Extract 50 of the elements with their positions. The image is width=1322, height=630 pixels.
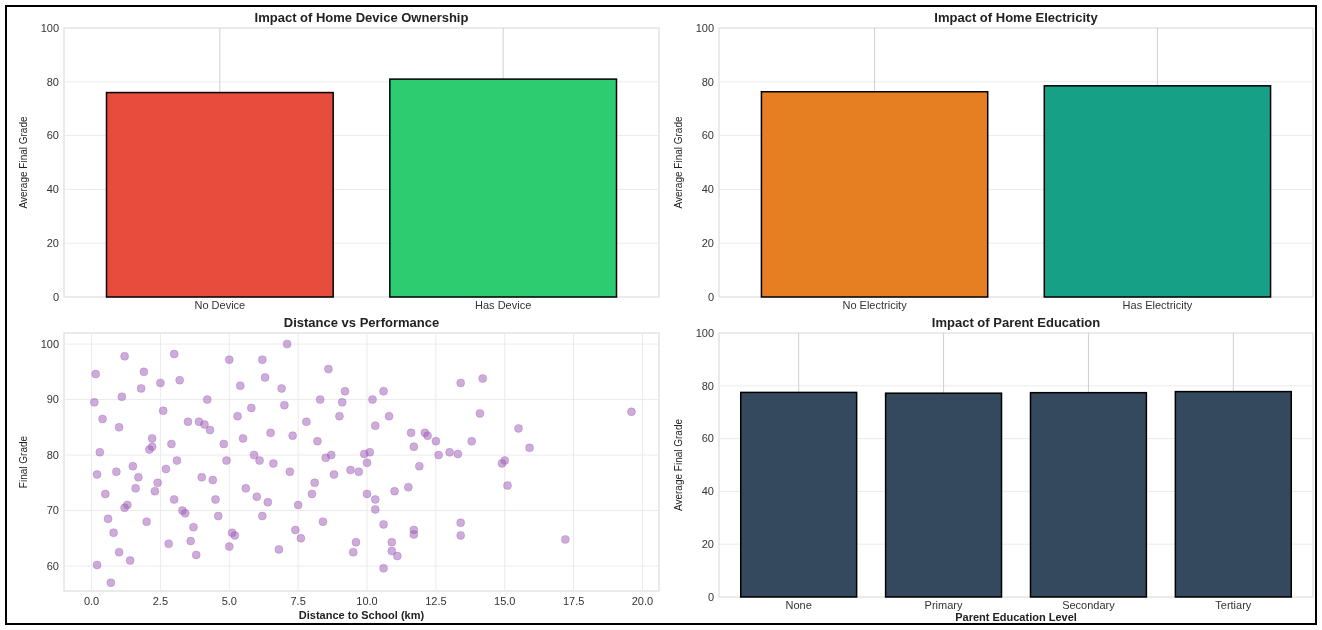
y-tick-label: 90 <box>46 393 59 406</box>
y-tick-label: 70 <box>46 504 59 517</box>
chart-title: Impact of Home Electricity <box>934 10 1099 25</box>
x-tick-label: 15.0 <box>494 595 516 607</box>
y-tick-label: 100 <box>695 21 714 34</box>
x-tick-label: None <box>785 599 812 611</box>
x-tick-label: 0.0 <box>83 595 100 607</box>
y-tick-label: 40 <box>46 183 59 196</box>
x-axis-title: Parent Education Level <box>955 611 1077 623</box>
y-tick-label: 0 <box>707 590 714 603</box>
y-tick-label: 60 <box>701 432 714 445</box>
x-tick-label: No Device <box>194 299 246 311</box>
y-tick-label: 0 <box>707 290 714 303</box>
y-tick-label: 20 <box>701 237 714 250</box>
y-axis-title: Average Final Grade <box>673 116 684 209</box>
y-axis-title: Average Final Grade <box>673 418 684 512</box>
y-tick-label: 40 <box>701 183 714 196</box>
x-tick-label: Has Device <box>475 299 532 311</box>
y-tick-label: 80 <box>701 75 714 88</box>
x-tick-label: Has Electricity <box>1122 299 1193 311</box>
y-tick-label: 20 <box>701 538 714 551</box>
x-tick-label: Secondary <box>1062 599 1116 611</box>
x-tick-label: 17.5 <box>562 595 585 607</box>
x-tick-label: 5.0 <box>221 595 237 607</box>
y-tick-label: 60 <box>46 559 59 572</box>
x-tick-label: 2.5 <box>152 595 169 607</box>
y-tick-label: 0 <box>52 290 59 303</box>
x-tick-label: Tertiary <box>1215 599 1252 611</box>
y-tick-label: 100 <box>40 337 59 350</box>
y-axis-title: Final Grade <box>18 435 29 489</box>
x-tick-label: 20.0 <box>631 595 654 607</box>
y-tick-label: 40 <box>701 485 714 498</box>
x-tick-label: 10.0 <box>356 595 378 607</box>
y-tick-label: 80 <box>46 448 59 461</box>
x-tick-label: No Electricity <box>842 299 908 311</box>
chart-title: Impact of Home Device Ownership <box>254 10 469 25</box>
y-tick-label: 60 <box>46 129 59 142</box>
chart-title: Distance vs Performance <box>283 315 440 330</box>
x-axis-title: Distance to School (km) <box>298 609 425 621</box>
x-tick-label: Primary <box>924 599 963 611</box>
chart-title: Impact of Parent Education <box>931 315 1101 330</box>
y-tick-label: 100 <box>695 326 714 339</box>
y-tick-label: 60 <box>701 129 714 142</box>
x-tick-label: 7.5 <box>290 595 306 607</box>
y-tick-label: 80 <box>701 379 714 392</box>
y-axis-title: Average Final Grade <box>18 116 29 209</box>
y-tick-label: 100 <box>40 21 59 34</box>
y-tick-label: 80 <box>46 75 59 88</box>
y-tick-label: 20 <box>46 237 59 250</box>
x-tick-label: 12.5 <box>425 595 447 607</box>
